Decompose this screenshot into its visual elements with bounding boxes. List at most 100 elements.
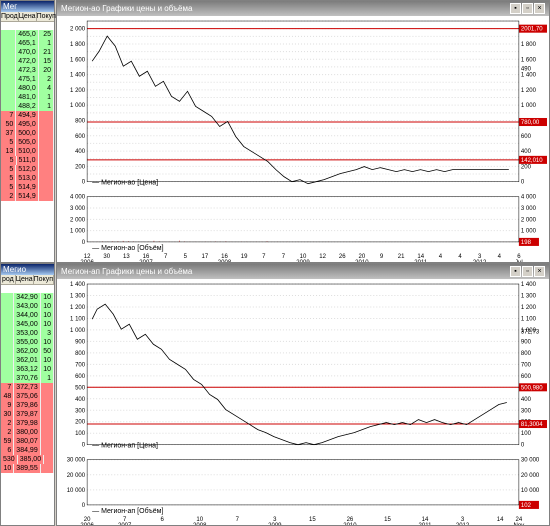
close-icon[interactable]: × [534,3,545,14]
bid-row[interactable]: 7494,9 [1,111,54,120]
max-icon2[interactable]: ▫ [522,266,533,277]
ask-row[interactable]: 465,11 [1,39,54,48]
ask-row[interactable]: 465,025 [1,30,54,39]
bid-row[interactable]: 13510,0 [1,147,54,156]
chart-body-top[interactable]: 002002004004006006008008001 0001 0001 20… [57,16,549,262]
dom-header-top: Прод Цена Покуп [1,12,54,22]
pin-icon2[interactable]: ▪ [510,266,521,277]
bottom-row: Мегио род Цена Покуп 342,9010343,0010344… [0,263,550,526]
bid-row[interactable]: 37500,0 [1,129,54,138]
bid-row[interactable]: 5512,0 [1,165,54,174]
ask-row[interactable]: 344,0010 [1,311,54,320]
svg-text:20 000: 20 000 [521,473,540,479]
col-sell2[interactable]: род [1,275,16,284]
svg-text:2007: 2007 [139,260,153,262]
svg-text:15: 15 [384,517,391,523]
svg-text:200: 200 [75,420,86,426]
ask-row[interactable]: 481,01 [1,93,54,102]
ask-row[interactable]: 370,761 [1,374,54,383]
bid-row[interactable]: 2380,00 [1,428,54,437]
svg-text:2011: 2011 [414,260,428,262]
svg-text:Jul: Jul [515,260,523,262]
svg-text:900: 900 [521,339,532,345]
svg-text:102: 102 [521,503,532,509]
ask-row[interactable]: 345,0010 [1,320,54,329]
svg-text:1 600: 1 600 [70,57,86,63]
svg-text:600: 600 [521,374,532,380]
svg-text:0: 0 [82,240,86,246]
ask-row[interactable]: 470,021 [1,48,54,57]
bid-row[interactable]: 2514,9 [1,192,54,201]
svg-text:14: 14 [497,517,504,523]
chart-title-bottom[interactable]: Мегион-ап Графики цены и объёма ▪ ▫ × [57,264,549,279]
svg-text:15: 15 [309,517,316,523]
svg-text:2010: 2010 [355,260,369,262]
svg-text:0: 0 [521,443,525,449]
bid-row[interactable]: 30379,87 [1,410,54,419]
ask-row[interactable]: 362,0050 [1,347,54,356]
bid-row[interactable]: 5513,0 [1,174,54,183]
col-sell[interactable]: Прод [1,12,19,21]
chart-body-bottom[interactable]: 0010010020020030030040040050050060060070… [57,279,549,525]
svg-text:0: 0 [82,180,86,186]
bid-row[interactable]: 7372,73 [1,383,54,392]
dom-panel-bottom: Мегио род Цена Покуп 342,9010343,0010344… [0,263,55,526]
bid-row[interactable]: 9379,86 [1,401,54,410]
col-buy2[interactable]: Покуп [34,275,54,284]
svg-text:30: 30 [103,254,110,260]
bid-row[interactable]: 5514,9 [1,183,54,192]
bid-row[interactable]: 530385,00 [1,455,54,464]
bid-row[interactable]: 6384,99 [1,446,54,455]
svg-text:1 200: 1 200 [70,88,86,94]
ask-row[interactable]: 353,003 [1,329,54,338]
bid-row[interactable]: 2379,98 [1,419,54,428]
ask-row[interactable]: 343,0010 [1,302,54,311]
window-controls2: ▪ ▫ × [510,266,545,277]
svg-text:800: 800 [521,351,532,357]
ask-row[interactable]: 488,21 [1,102,54,111]
svg-text:7: 7 [262,254,266,260]
svg-text:900: 900 [75,339,86,345]
chart-title-text: Мегион-ао Графики цены и объёма [61,4,192,13]
bid-row[interactable]: 50495,0 [1,120,54,129]
svg-text:7: 7 [236,517,240,523]
dom-title-bottom[interactable]: Мегио [1,264,54,275]
close-icon2[interactable]: × [534,266,545,277]
svg-text:9: 9 [380,254,384,260]
svg-text:2 000: 2 000 [521,217,537,223]
svg-text:1 400: 1 400 [521,282,537,288]
ask-row[interactable]: 475,12 [1,75,54,84]
svg-text:20 000: 20 000 [67,473,86,479]
svg-text:5: 5 [184,254,188,260]
col-price2[interactable]: Цена [16,275,34,284]
col-buy[interactable]: Покуп [37,12,57,21]
ask-row[interactable]: 342,9010 [1,293,54,302]
svg-text:13: 13 [123,254,130,260]
bid-row[interactable]: 5511,0 [1,156,54,165]
svg-text:1 400: 1 400 [70,73,86,79]
svg-text:2001,70: 2001,70 [521,27,543,33]
ask-row[interactable]: 472,015 [1,57,54,66]
svg-text:200: 200 [75,164,86,170]
bid-row[interactable]: 10389,55 [1,464,54,473]
dom-title-top[interactable]: Мег [1,1,54,12]
bid-row[interactable]: 48375,06 [1,392,54,401]
bid-row[interactable]: 5505,0 [1,138,54,147]
svg-text:1 000: 1 000 [521,103,537,109]
chart-title-top[interactable]: Мегион-ао Графики цены и объёма ▪ ▫ × [57,1,549,16]
ask-row[interactable]: 472,320 [1,66,54,75]
svg-text:— Мегион-ао [Объём]: — Мегион-ао [Объём] [92,244,163,252]
svg-text:1 000: 1 000 [70,229,86,235]
bid-row[interactable]: 59380,07 [1,437,54,446]
ask-row[interactable]: 480,04 [1,84,54,93]
pin-icon[interactable]: ▪ [510,3,521,14]
svg-text:780,00: 780,00 [521,120,540,126]
col-price[interactable]: Цена [19,12,37,21]
max-icon[interactable]: ▫ [522,3,533,14]
ask-row[interactable]: 362,0110 [1,356,54,365]
svg-text:1 400: 1 400 [70,282,86,288]
ask-row[interactable]: 363,1210 [1,365,54,374]
window-controls: ▪ ▫ × [510,3,545,14]
ask-row[interactable]: 355,0010 [1,338,54,347]
svg-text:12: 12 [319,254,326,260]
